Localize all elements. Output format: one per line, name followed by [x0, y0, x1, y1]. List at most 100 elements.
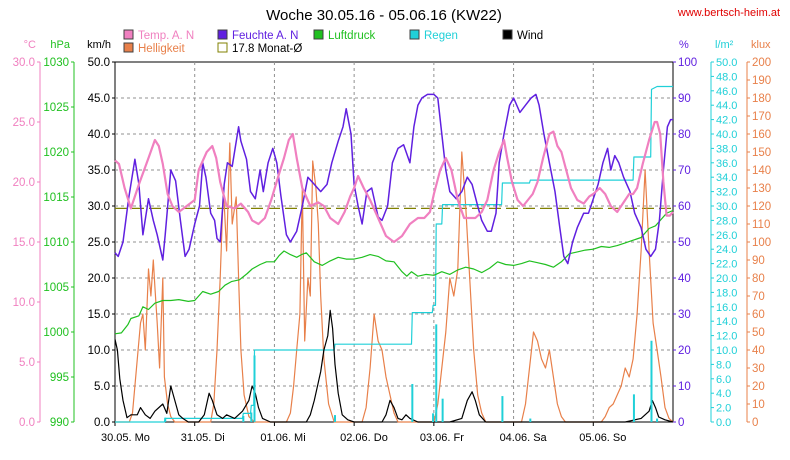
y-tick-label: 20	[678, 345, 691, 357]
y-tick-label: 30.0	[13, 57, 35, 69]
x-tick-label: 05.06. So	[579, 432, 626, 444]
y-tick-label: 25.0	[88, 237, 110, 249]
axis-temp: °C 0.0 5.0 10.0 15.0 20.0 25.0 30.0	[13, 39, 41, 429]
axis-unit: l/m²	[715, 39, 734, 51]
y-tick-label: 100	[752, 237, 771, 249]
y-tick-label: 1020	[43, 147, 69, 159]
y-tick-label: 48.0	[716, 71, 737, 83]
y-tick-label: 120	[752, 201, 771, 213]
legend-swatch	[409, 29, 420, 40]
y-tick-label: 1025	[43, 102, 69, 114]
legend-item: Temp. A. N	[123, 29, 194, 42]
site-link[interactable]: www.bertsch-heim.at	[677, 7, 780, 19]
x-tick-label: 30.05. Mo	[101, 432, 150, 444]
y-tick-label: 18.0	[716, 287, 737, 299]
x-tick-label: 02.06. Do	[340, 432, 388, 444]
y-tick-label: 40	[752, 345, 765, 357]
y-tick-label: 50.0	[716, 57, 737, 69]
y-tick-label: 0.0	[716, 417, 731, 429]
y-tick-label: 995	[50, 372, 69, 384]
x-tick-label: 01.06. Mi	[260, 432, 305, 444]
y-tick-label: 30	[678, 309, 691, 321]
y-tick-label: 14.0	[716, 316, 737, 328]
y-tick-label: 1000	[43, 327, 69, 339]
y-tick-label: 2.0	[716, 403, 731, 415]
y-tick-label: 100	[678, 57, 697, 69]
y-tick-label: 150	[752, 147, 771, 159]
y-tick-label: 140	[752, 165, 771, 177]
x-tick-label: 31.05. Di	[181, 432, 225, 444]
y-tick-label: 80	[678, 129, 691, 141]
y-tick-label: 1005	[43, 282, 69, 294]
legend-label: Wind	[517, 30, 543, 42]
series-line-temp-a-n	[114, 120, 674, 244]
y-tick-label: 40.0	[88, 129, 110, 141]
y-tick-label: 24.0	[716, 244, 737, 256]
y-tick-label: 15.0	[13, 237, 35, 249]
y-tick-label: 70	[678, 165, 691, 177]
y-tick-label: 60	[752, 309, 765, 321]
y-tick-label: 46.0	[716, 86, 737, 98]
legend-swatch	[123, 29, 134, 40]
legend-label: Temp. A. N	[138, 30, 194, 42]
x-tick-label: 03.06. Fr	[420, 432, 464, 444]
legend-swatch	[502, 29, 513, 40]
y-tick-label: 25.0	[13, 117, 35, 129]
y-tick-label: 35.0	[88, 165, 110, 177]
y-tick-label: 40.0	[716, 129, 737, 141]
y-tick-label: 20.0	[88, 273, 110, 285]
y-tick-label: 200	[752, 57, 771, 69]
series-line-wind	[114, 309, 674, 423]
y-tick-label: 160	[752, 129, 771, 141]
y-tick-label: 15.0	[88, 309, 110, 321]
y-tick-label: 20.0	[13, 177, 35, 189]
y-tick-label: 12.0	[716, 331, 737, 343]
legend-swatch	[217, 29, 228, 40]
y-tick-label: 22.0	[716, 259, 737, 271]
y-tick-label: 80	[752, 273, 765, 285]
chart-title: Woche 30.05.16 - 05.06.16 (KW22)	[266, 7, 502, 24]
legend-swatch	[313, 29, 324, 40]
y-tick-label: 70	[752, 291, 765, 303]
y-tick-label: 0	[752, 417, 758, 429]
y-tick-label: 1030	[43, 57, 69, 69]
y-tick-label: 28.0	[716, 215, 737, 227]
legend-item: Luftdruck	[313, 29, 376, 42]
y-tick-label: 44.0	[716, 100, 737, 112]
legend-item: 17.8 Monat-Ø	[217, 42, 302, 55]
y-tick-label: 170	[752, 111, 771, 123]
y-tick-label: 180	[752, 93, 771, 105]
y-tick-label: 20.0	[716, 273, 737, 285]
y-tick-label: 130	[752, 183, 771, 195]
y-tick-label: 110	[752, 219, 770, 231]
x-tick-label: 04.06. Sa	[500, 432, 548, 444]
y-tick-label: 10	[752, 399, 765, 411]
legend-item: Regen	[409, 29, 458, 42]
y-tick-label: 32.0	[716, 187, 737, 199]
y-tick-label: 0.0	[19, 417, 35, 429]
legend-label: Feuchte A. N	[232, 30, 298, 42]
axis-humidity: % 0 10 20 30 40 50 60 70 80 90 100	[673, 39, 697, 429]
y-tick-label: 0.0	[94, 417, 110, 429]
legend-swatch	[217, 42, 228, 53]
y-tick-label: 40	[678, 273, 691, 285]
legend-item: Wind	[502, 29, 543, 42]
y-tick-label: 1015	[43, 192, 69, 204]
axes: 30.05. Mo 31.05. Di 01.06. Mi 02.06. Do 03.0…	[13, 39, 772, 444]
y-tick-label: 50.0	[88, 57, 110, 69]
y-tick-label: 38.0	[716, 143, 737, 155]
plot-area	[114, 85, 674, 423]
y-tick-label: 20	[752, 381, 765, 393]
y-tick-label: 30.0	[716, 201, 737, 213]
axis-unit: km/h	[87, 39, 111, 51]
y-tick-label: 60	[678, 201, 691, 213]
axis-wind: km/h 0.0 5.0 10.0 15.0 20.0 25.0 30.0 35.0 40.0 45…	[87, 39, 115, 429]
y-tick-label: 30.0	[88, 201, 110, 213]
axis-unit: hPa	[50, 39, 70, 51]
y-tick-label: 50	[678, 237, 691, 249]
y-tick-label: 10	[678, 381, 691, 393]
y-tick-label: 30	[752, 363, 765, 375]
y-tick-label: 34.0	[716, 172, 737, 184]
